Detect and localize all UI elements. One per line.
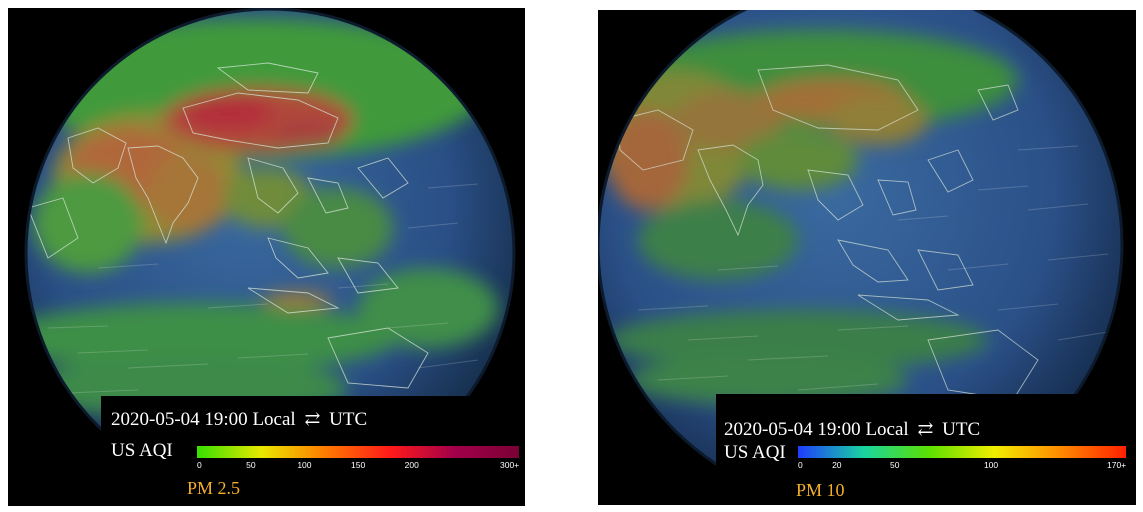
aqi-scale-label: US AQI (724, 442, 786, 463)
datetime-value: 2020-05-04 19:00 (111, 409, 248, 430)
tick-label: 200 (404, 460, 419, 470)
tick-label: 150 (351, 460, 366, 470)
pm10-map-panel: 2020-05-04 19:00 Local ⇄ UTC US AQI 0 20 5… (598, 10, 1136, 505)
swap-arrows-icon[interactable]: ⇄ (304, 409, 321, 430)
tick-label: 50 (246, 460, 256, 470)
local-mode-toggle[interactable]: Local (865, 419, 909, 440)
tick-label: 0 (197, 460, 202, 470)
pm10-legend: 2020-05-04 19:00 Local ⇄ UTC US AQI 0 20 5… (716, 394, 1136, 505)
pm25-map-panel: 2020-05-04 19:00 Local ⇄ UTC US AQI 0 50 1… (8, 8, 525, 506)
pollutant-label: PM 2.5 (187, 478, 241, 498)
country-borders (617, 64, 1039, 401)
datetime-readout: 2020-05-04 19:00 Local ⇄ UTC (111, 408, 367, 431)
pm10-globe[interactable] (598, 10, 1136, 505)
datetime-readout: 2020-05-04 19:00 Local ⇄ UTC (724, 418, 980, 441)
datetime-value: 2020-05-04 19:00 (724, 419, 861, 440)
tick-label: 0 (798, 460, 803, 470)
tick-label: 100 (983, 460, 999, 470)
aqi-tick-labels: 0 20 50 100 170+ (798, 460, 1126, 472)
aqi-scale-label: US AQI (111, 440, 173, 461)
utc-mode-toggle[interactable]: UTC (329, 409, 368, 430)
tick-label: 50 (889, 460, 900, 470)
swap-arrows-icon[interactable]: ⇄ (917, 419, 934, 440)
pm25-globe[interactable] (8, 8, 525, 506)
tick-label: 20 (832, 460, 842, 470)
aqi-color-bar (197, 446, 519, 458)
pollutant-label: PM 10 (796, 480, 845, 500)
aqi-tick-labels: 0 50 100 150 200 300+ (197, 460, 519, 472)
tick-label: 300+ (500, 460, 520, 470)
tick-label: 170+ (1107, 460, 1127, 470)
pollution-field (598, 30, 1018, 405)
pollution-field (26, 18, 498, 418)
tick-label: 100 (297, 460, 312, 470)
country-borders (27, 62, 429, 389)
wind-streaks (637, 145, 1109, 391)
pm25-legend: 2020-05-04 19:00 Local ⇄ UTC US AQI 0 50 1… (101, 396, 525, 506)
aqi-color-bar (798, 446, 1126, 458)
utc-mode-toggle[interactable]: UTC (942, 419, 981, 440)
local-mode-toggle[interactable]: Local (252, 409, 296, 430)
